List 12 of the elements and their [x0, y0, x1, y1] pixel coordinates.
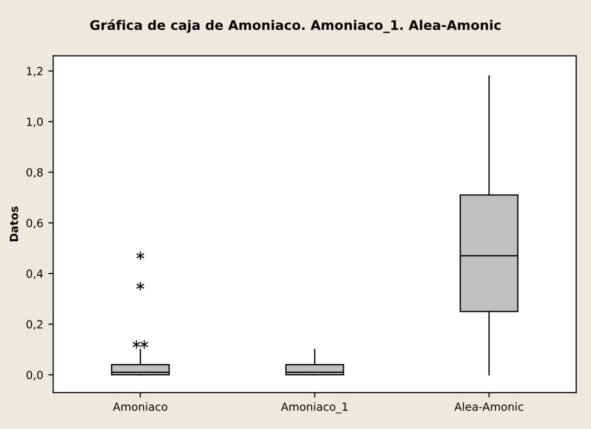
y-tick-label: 0,0: [26, 370, 43, 380]
x-tick-label: Amoniaco_1: [280, 402, 348, 414]
y-tick-label: 1,0: [27, 118, 43, 128]
x-tick-label: Amoniaco: [112, 402, 168, 411]
y-tick-label: 0,2: [26, 320, 42, 330]
y-tick-label: 0,6: [26, 218, 43, 228]
y-tick-label: 1,2: [27, 66, 42, 76]
chart-title: Gráfica de caja de Amoniaco. Amoniaco_1. Alea-Amonic: [90, 19, 501, 33]
y-tick-label: 0,4: [26, 270, 43, 280]
x-tick-label: Alea-Amonic: [454, 402, 524, 411]
y-tick-label: 0,8: [26, 168, 43, 178]
y-axis-title: Datos: [10, 206, 18, 242]
